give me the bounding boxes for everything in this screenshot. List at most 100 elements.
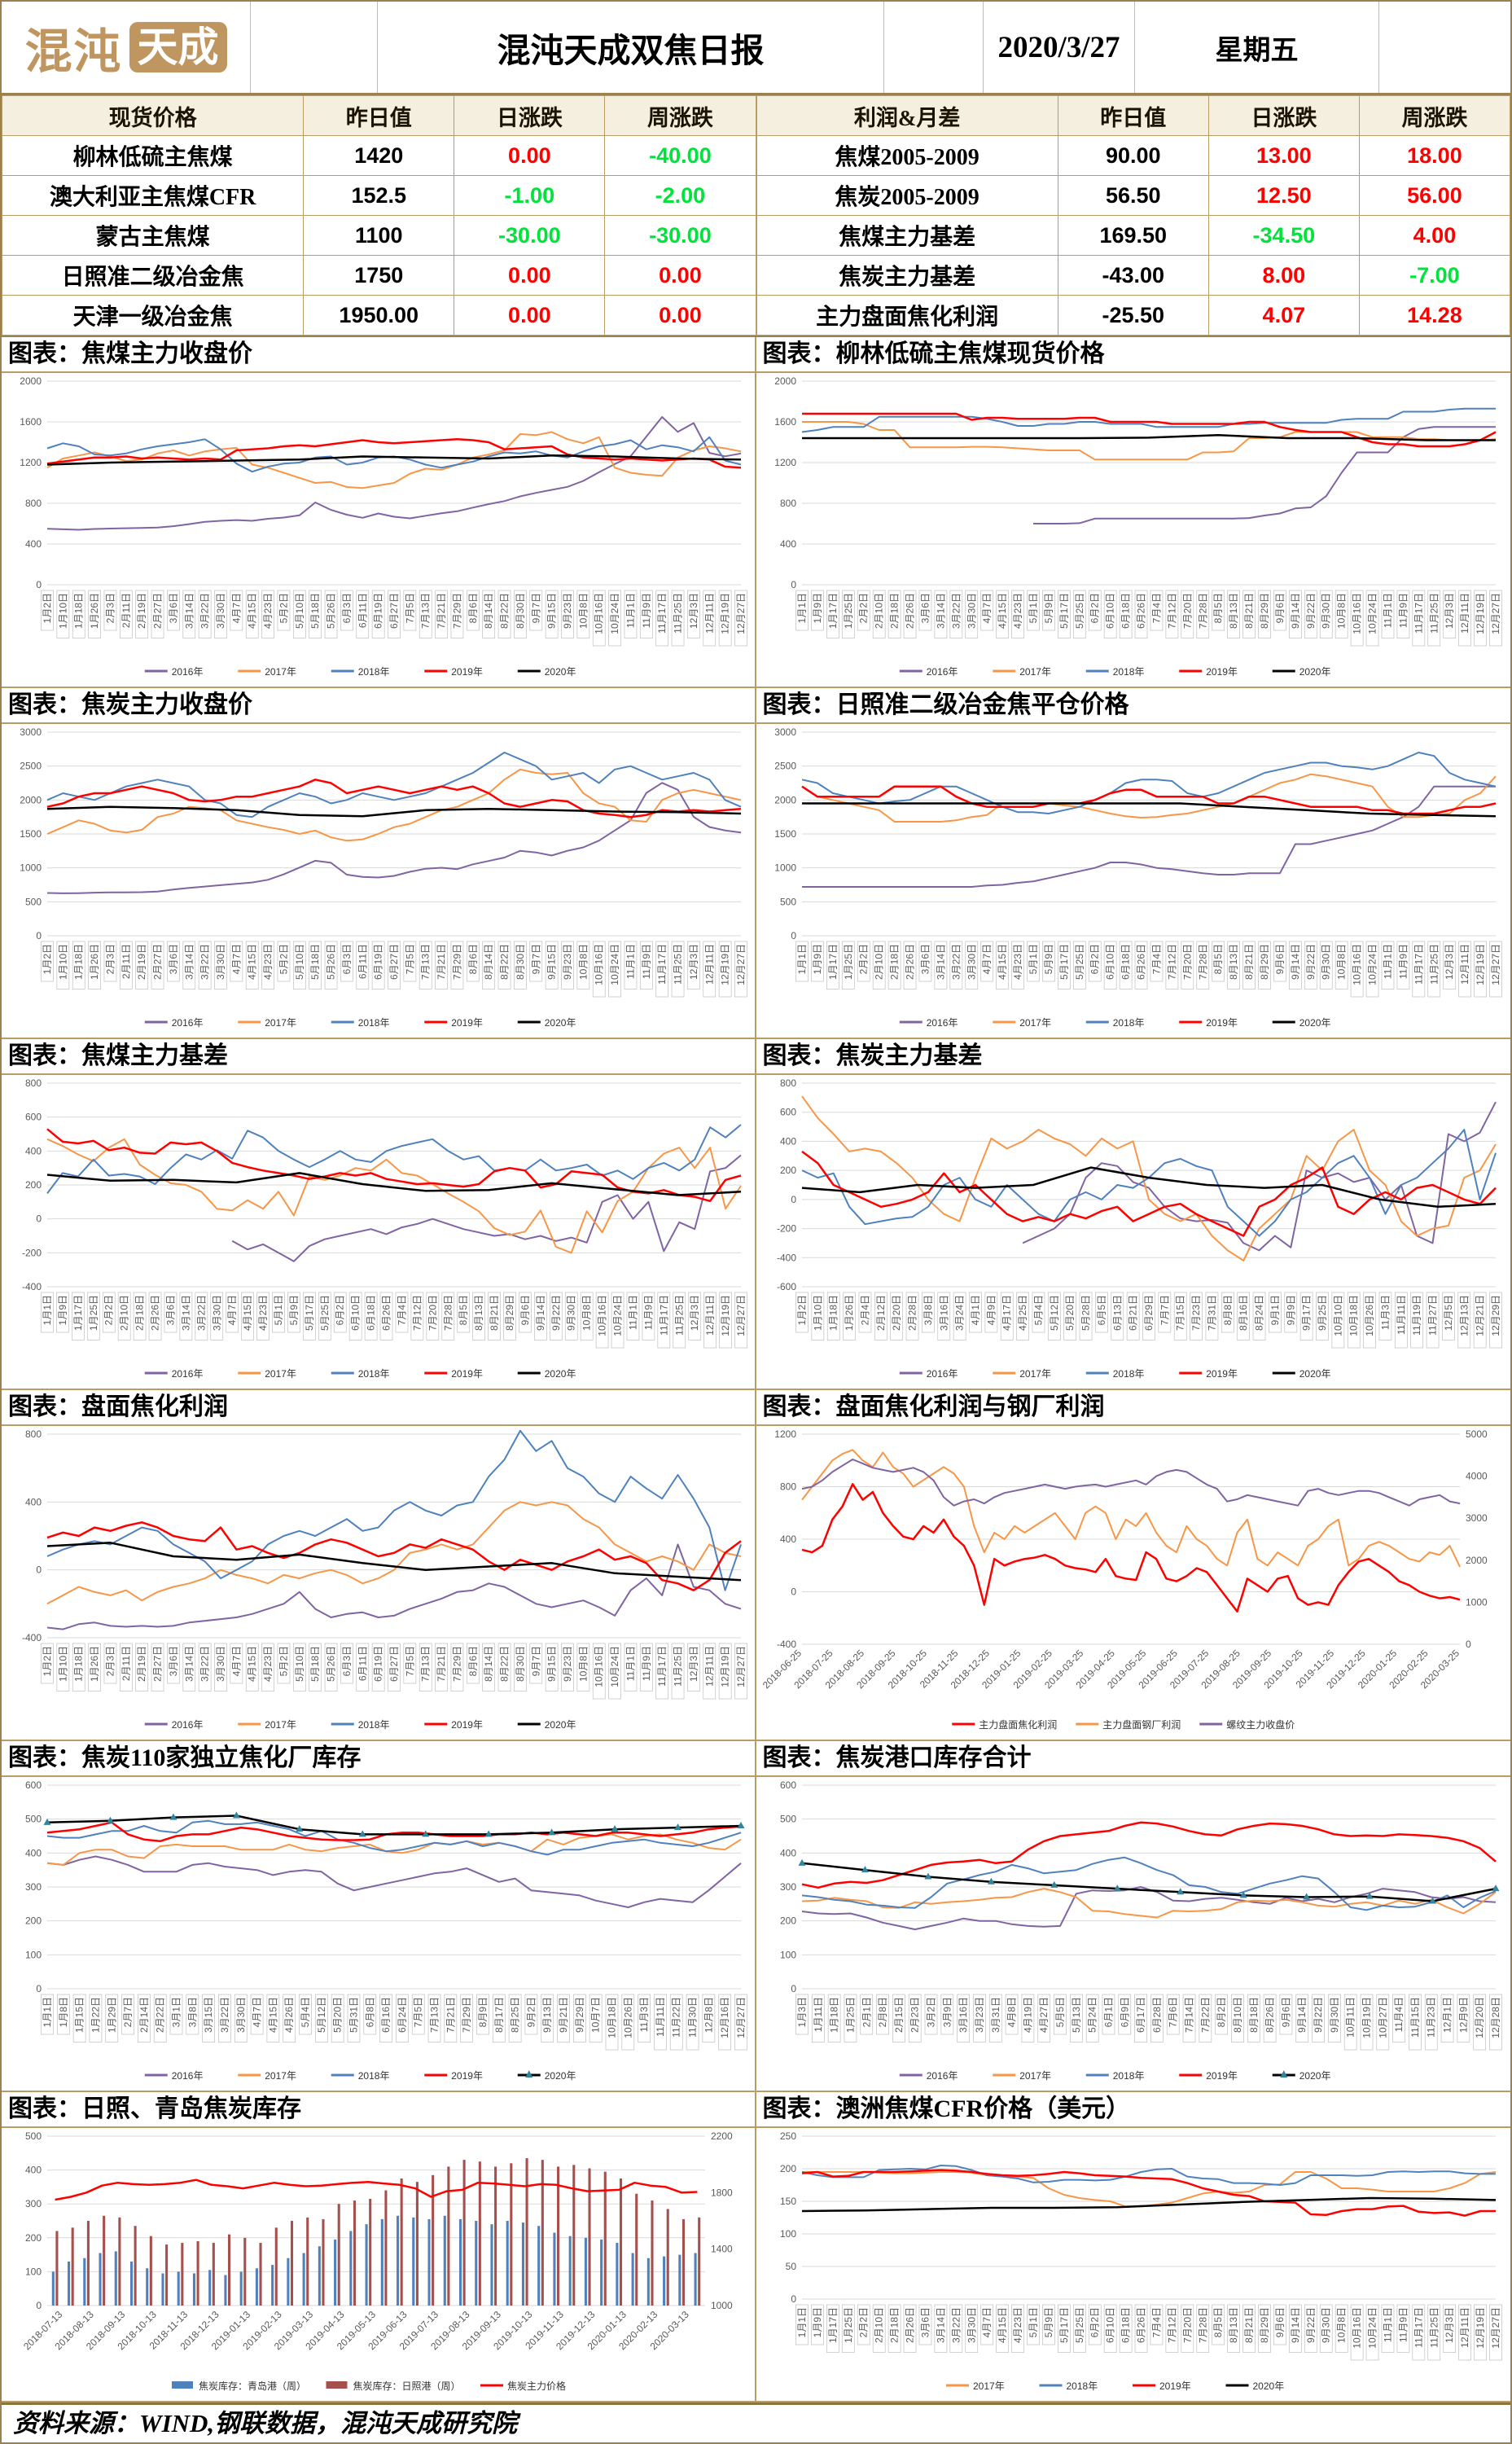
x-tick-label: 3月8日: [922, 1295, 933, 1325]
bar-焦炭库存：日照港（周）: [71, 2227, 74, 2306]
x-tick: 8月9日: [476, 1994, 489, 2035]
x-tick-label: 5月25日: [1073, 593, 1085, 629]
x-tick: 1月18日: [72, 1643, 85, 1691]
x-tick: 10月27日: [1375, 1994, 1389, 2051]
chart-area: -400 -200 0 200 400 600 800 1月1日 1月9日 1月17日 1月25日 2…: [2, 1075, 755, 1389]
x-label-box: [1134, 2304, 1147, 2353]
x-tick-label: 8月16日: [1238, 1295, 1249, 1331]
x-label-box: [277, 1643, 291, 1684]
x-label-box: [1488, 941, 1502, 998]
x-tick: 11月15日: [1408, 1994, 1422, 2051]
x-label-box: [1195, 2304, 1209, 2353]
x-label-box: [1069, 1994, 1083, 2043]
x-tick: 12月19日: [719, 1292, 732, 1349]
x-label-box: [1263, 1994, 1276, 2043]
x-tick-label: 1月9日: [57, 1295, 68, 1325]
x-label-box: [841, 941, 855, 989]
x-tick-label: 11月17日: [656, 593, 668, 634]
x-label-box: [1189, 1292, 1203, 1340]
y-tick-label: -200: [22, 1247, 42, 1258]
x-tick: 11月25日: [1427, 941, 1440, 998]
bar-焦炭库存：日照港（周）: [557, 2166, 560, 2306]
x-label-box: [497, 1643, 511, 1691]
series-2017年: [801, 1888, 1497, 1919]
x-label-box: [1304, 2304, 1317, 2353]
x-tick: 2月23日: [908, 1994, 922, 2043]
x-tick: 5月4日: [299, 1994, 312, 2035]
x-tick-label: 12月1日: [1441, 1997, 1453, 2033]
legend-item: 2017年: [992, 666, 1050, 678]
x-label-box: [1094, 1292, 1108, 1333]
legend-item: 2017年: [992, 2070, 1050, 2082]
x-tick: 9月7日: [529, 1643, 543, 1684]
x-label-box: [734, 941, 747, 998]
x-tick: 9月14日: [534, 1292, 547, 1340]
x-tick-label: 5月1日: [1028, 944, 1039, 974]
x-tick-label: 7月21日: [436, 593, 447, 629]
legend-label: 2016年: [172, 666, 204, 678]
x-label-box: [1214, 1994, 1228, 2035]
x-tick-label: 7月4日: [1150, 2307, 1162, 2337]
x-tick: 6月3日: [340, 941, 353, 982]
x-tick-label: 4月7日: [981, 593, 993, 623]
x-label-box: [133, 1292, 147, 1340]
x-tick-label: 2月12日: [874, 1295, 886, 1331]
bar-焦炭库存：日照港（周）: [698, 2217, 701, 2306]
x-tick: 12月16日: [718, 1994, 732, 2051]
x-tick-label: 4月15日: [997, 593, 1008, 629]
x-label-box: [56, 1643, 70, 1691]
x-tick-label: 5月25日: [319, 1295, 331, 1331]
x-label-box: [1365, 590, 1378, 647]
legend-item: 焦炭库存：日照港（周）: [326, 2380, 461, 2392]
legend-label: 2017年: [973, 2380, 1005, 2392]
x-tick: 2月11日: [119, 590, 133, 638]
value-week-change: 4.00: [1358, 215, 1511, 256]
x-tick: 4月15日: [995, 590, 1009, 638]
x-tick-label: 5月10日: [294, 944, 305, 980]
x-label-box: [1343, 1994, 1357, 2051]
legend-item: 2020年: [517, 1368, 576, 1380]
x-tick: 11月9日: [642, 1292, 655, 1340]
x-label-box: [324, 1643, 338, 1691]
x-label-box: [608, 590, 621, 647]
x-tick: 5月9日: [287, 1292, 300, 1333]
x-label-box: [1211, 941, 1225, 982]
x-tick: 7月20日: [1180, 590, 1194, 638]
x-label-box: [1133, 1994, 1147, 2043]
x-tick-label: 9月9日: [1285, 1295, 1296, 1325]
x-tick-label: 11月9日: [642, 1295, 654, 1330]
x-tick-label: 2月10日: [873, 944, 884, 980]
x-tick: 8月21日: [1242, 941, 1256, 989]
x-tick-label: 8月6日: [467, 593, 479, 623]
x-label-box: [1247, 1994, 1260, 2043]
x-label-box: [561, 1643, 574, 1691]
chart-cell-3: 图表：日照准二级冶金焦平仓价格 0 500 1000 1500 2000 2500 3000 1…: [756, 688, 1510, 1039]
chart-cell-7: 图表：盘面焦化利润与钢厂利润 -400 0 400 800 1200 0 1000 2000 30…: [756, 1390, 1510, 1741]
x-tick: 10月24日: [611, 1292, 625, 1349]
x-tick: 2月15日: [892, 1994, 905, 2043]
bar-焦炭库存：青岛港（周）: [51, 2271, 55, 2306]
x-label-box: [245, 941, 259, 989]
x-tick-label: 9月15日: [546, 593, 558, 629]
x-tick: 1月25日: [841, 941, 855, 989]
x-label-box: [1457, 1994, 1470, 2043]
bar-焦炭库存：青岛港（周）: [318, 2246, 321, 2306]
value-week-change: 0.00: [604, 295, 756, 336]
x-tick: 7月4日: [1150, 2304, 1163, 2345]
x-tick: 3月6日: [164, 1292, 177, 1333]
x-tick: 9月17日: [1299, 1292, 1313, 1340]
x-tick-label: 12月27日: [735, 1997, 747, 2038]
x-tick-label: 12月11日: [1459, 593, 1470, 634]
legend-item: 2016年: [899, 666, 958, 678]
bar-焦炭库存：日照港（周）: [118, 2217, 121, 2306]
x-tick: 12月3日: [1442, 590, 1456, 638]
x-tick-label: 12月11日: [704, 1295, 716, 1336]
x-tick-label: 5月18日: [309, 1646, 321, 1682]
x-tick: 11月17日: [655, 590, 669, 647]
x-tick: 9月23日: [561, 1643, 574, 1691]
x-tick-label: 4月15日: [247, 593, 258, 629]
x-tick: 12月29日: [1488, 1292, 1502, 1349]
x-tick-label: 3月23日: [973, 1997, 984, 2033]
x-label-box: [936, 1292, 950, 1340]
